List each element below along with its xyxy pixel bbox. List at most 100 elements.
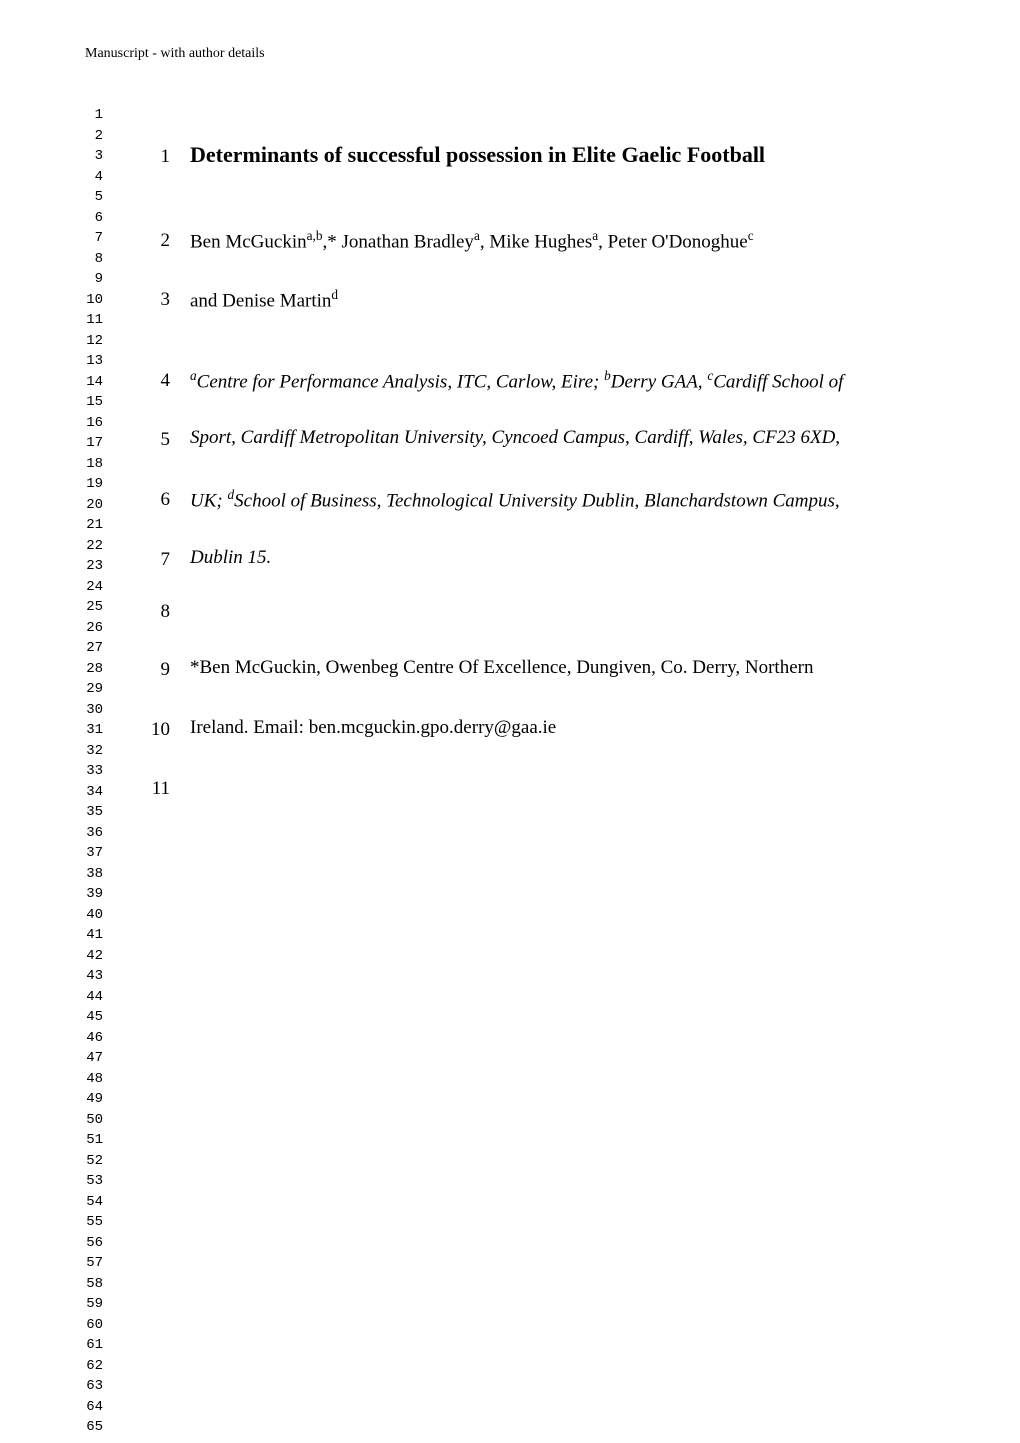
left-line-number: 32 [85, 741, 103, 762]
left-line-number: 11 [85, 310, 103, 331]
author-line-2: and Denise Martind [190, 287, 935, 312]
left-line-number: 52 [85, 1151, 103, 1172]
left-line-number: 37 [85, 843, 103, 864]
left-line-number: 9 [85, 269, 103, 290]
left-line-number: 25 [85, 597, 103, 618]
left-line-number: 47 [85, 1048, 103, 1069]
left-line-number: 18 [85, 454, 103, 475]
text-part: , Peter O'Donoghue [598, 231, 748, 252]
body-line-number: 9 [140, 659, 170, 681]
left-line-number: 55 [85, 1212, 103, 1233]
left-line-number: 61 [85, 1335, 103, 1356]
corresponding-line-1: *Ben McGuckin, Owenbeg Centre Of Excelle… [190, 657, 935, 679]
left-line-number: 45 [85, 1007, 103, 1028]
left-line-number: 30 [85, 700, 103, 721]
author-line-1: Ben McGuckina,b,* Jonathan Bradleya, Mik… [190, 228, 935, 253]
left-line-number: 22 [85, 536, 103, 557]
left-line-number: 17 [85, 433, 103, 454]
body-line-number: 11 [140, 778, 170, 800]
left-line-number: 65 [85, 1417, 103, 1438]
left-line-number: 53 [85, 1171, 103, 1192]
text-part: Ben McGuckin [190, 231, 307, 252]
text-part: School of Business, Technological Univer… [234, 490, 840, 511]
left-line-number: 8 [85, 249, 103, 270]
affiliation-line-2: Sport, Cardiff Metropolitan University, … [190, 427, 935, 449]
left-line-number: 4 [85, 167, 103, 188]
left-line-number: 54 [85, 1192, 103, 1213]
left-line-number: 36 [85, 823, 103, 844]
left-line-number: 31 [85, 720, 103, 741]
left-line-number: 60 [85, 1315, 103, 1336]
body-line-number: 7 [140, 549, 170, 571]
body-line-number: 3 [140, 289, 170, 311]
affiliation-line-4: Dublin 15. [190, 547, 935, 569]
left-line-number: 2 [85, 126, 103, 147]
left-line-number: 57 [85, 1253, 103, 1274]
corresponding-line-2: Ireland. Email: ben.mcguckin.gpo.derry@g… [190, 717, 935, 739]
left-line-number: 16 [85, 413, 103, 434]
left-line-number: 50 [85, 1110, 103, 1131]
left-line-number: 41 [85, 925, 103, 946]
left-line-number: 26 [85, 618, 103, 639]
left-line-number: 49 [85, 1089, 103, 1110]
left-line-number: 64 [85, 1397, 103, 1418]
body-line-number: 5 [140, 429, 170, 451]
left-line-number: 42 [85, 946, 103, 967]
left-line-number: 43 [85, 966, 103, 987]
left-line-number: 15 [85, 392, 103, 413]
left-line-number: 23 [85, 556, 103, 577]
left-line-number: 44 [85, 987, 103, 1008]
superscript: a,b [307, 228, 323, 243]
left-line-number: 33 [85, 761, 103, 782]
paper-title: Determinants of successful possession in… [190, 142, 935, 168]
left-line-number: 62 [85, 1356, 103, 1377]
left-line-number: 20 [85, 495, 103, 516]
left-line-number: 48 [85, 1069, 103, 1090]
left-line-number: 58 [85, 1274, 103, 1295]
left-line-number: 39 [85, 884, 103, 905]
affiliation-line-1: aCentre for Performance Analysis, ITC, C… [190, 368, 935, 393]
text-part: Centre for Performance Analysis, ITC, Ca… [197, 371, 604, 392]
left-line-number: 19 [85, 474, 103, 495]
left-line-number: 6 [85, 208, 103, 229]
body-line-number: 4 [140, 370, 170, 392]
left-line-number: 5 [85, 187, 103, 208]
body-line-number: 8 [140, 601, 170, 623]
left-line-number: 35 [85, 802, 103, 823]
superscript: a [190, 368, 197, 383]
left-line-number: 40 [85, 905, 103, 926]
text-part: UK; [190, 490, 227, 511]
body-line-number: 1 [140, 146, 170, 168]
affiliation-line-3: UK; dSchool of Business, Technological U… [190, 487, 935, 512]
body-line-number: 10 [140, 719, 170, 741]
left-line-number: 13 [85, 351, 103, 372]
text-part: , Mike Hughes [480, 231, 592, 252]
left-line-number: 51 [85, 1130, 103, 1151]
line-number-column: 1234567891011121314151617181920212223242… [85, 105, 103, 1438]
left-line-number: 38 [85, 864, 103, 885]
left-line-number: 28 [85, 659, 103, 680]
manuscript-header: Manuscript - with author details [85, 46, 265, 62]
left-line-number: 14 [85, 372, 103, 393]
left-line-number: 3 [85, 146, 103, 167]
left-line-number: 7 [85, 228, 103, 249]
left-line-number: 1 [85, 105, 103, 126]
superscript: b [604, 368, 611, 383]
left-line-number: 56 [85, 1233, 103, 1254]
text-part: ,* Jonathan Bradley [323, 231, 474, 252]
superscript: d [331, 287, 338, 302]
left-line-number: 63 [85, 1376, 103, 1397]
left-line-number: 59 [85, 1294, 103, 1315]
left-line-number: 12 [85, 331, 103, 352]
superscript: c [748, 228, 754, 243]
text-part: Derry GAA, [611, 371, 708, 392]
text-part: and Denise Martin [190, 290, 331, 311]
left-line-number: 34 [85, 782, 103, 803]
left-line-number: 21 [85, 515, 103, 536]
left-line-number: 29 [85, 679, 103, 700]
left-line-number: 24 [85, 577, 103, 598]
text-part: Cardiff School of [713, 371, 843, 392]
left-line-number: 27 [85, 638, 103, 659]
body-line-number: 6 [140, 489, 170, 511]
left-line-number: 46 [85, 1028, 103, 1049]
